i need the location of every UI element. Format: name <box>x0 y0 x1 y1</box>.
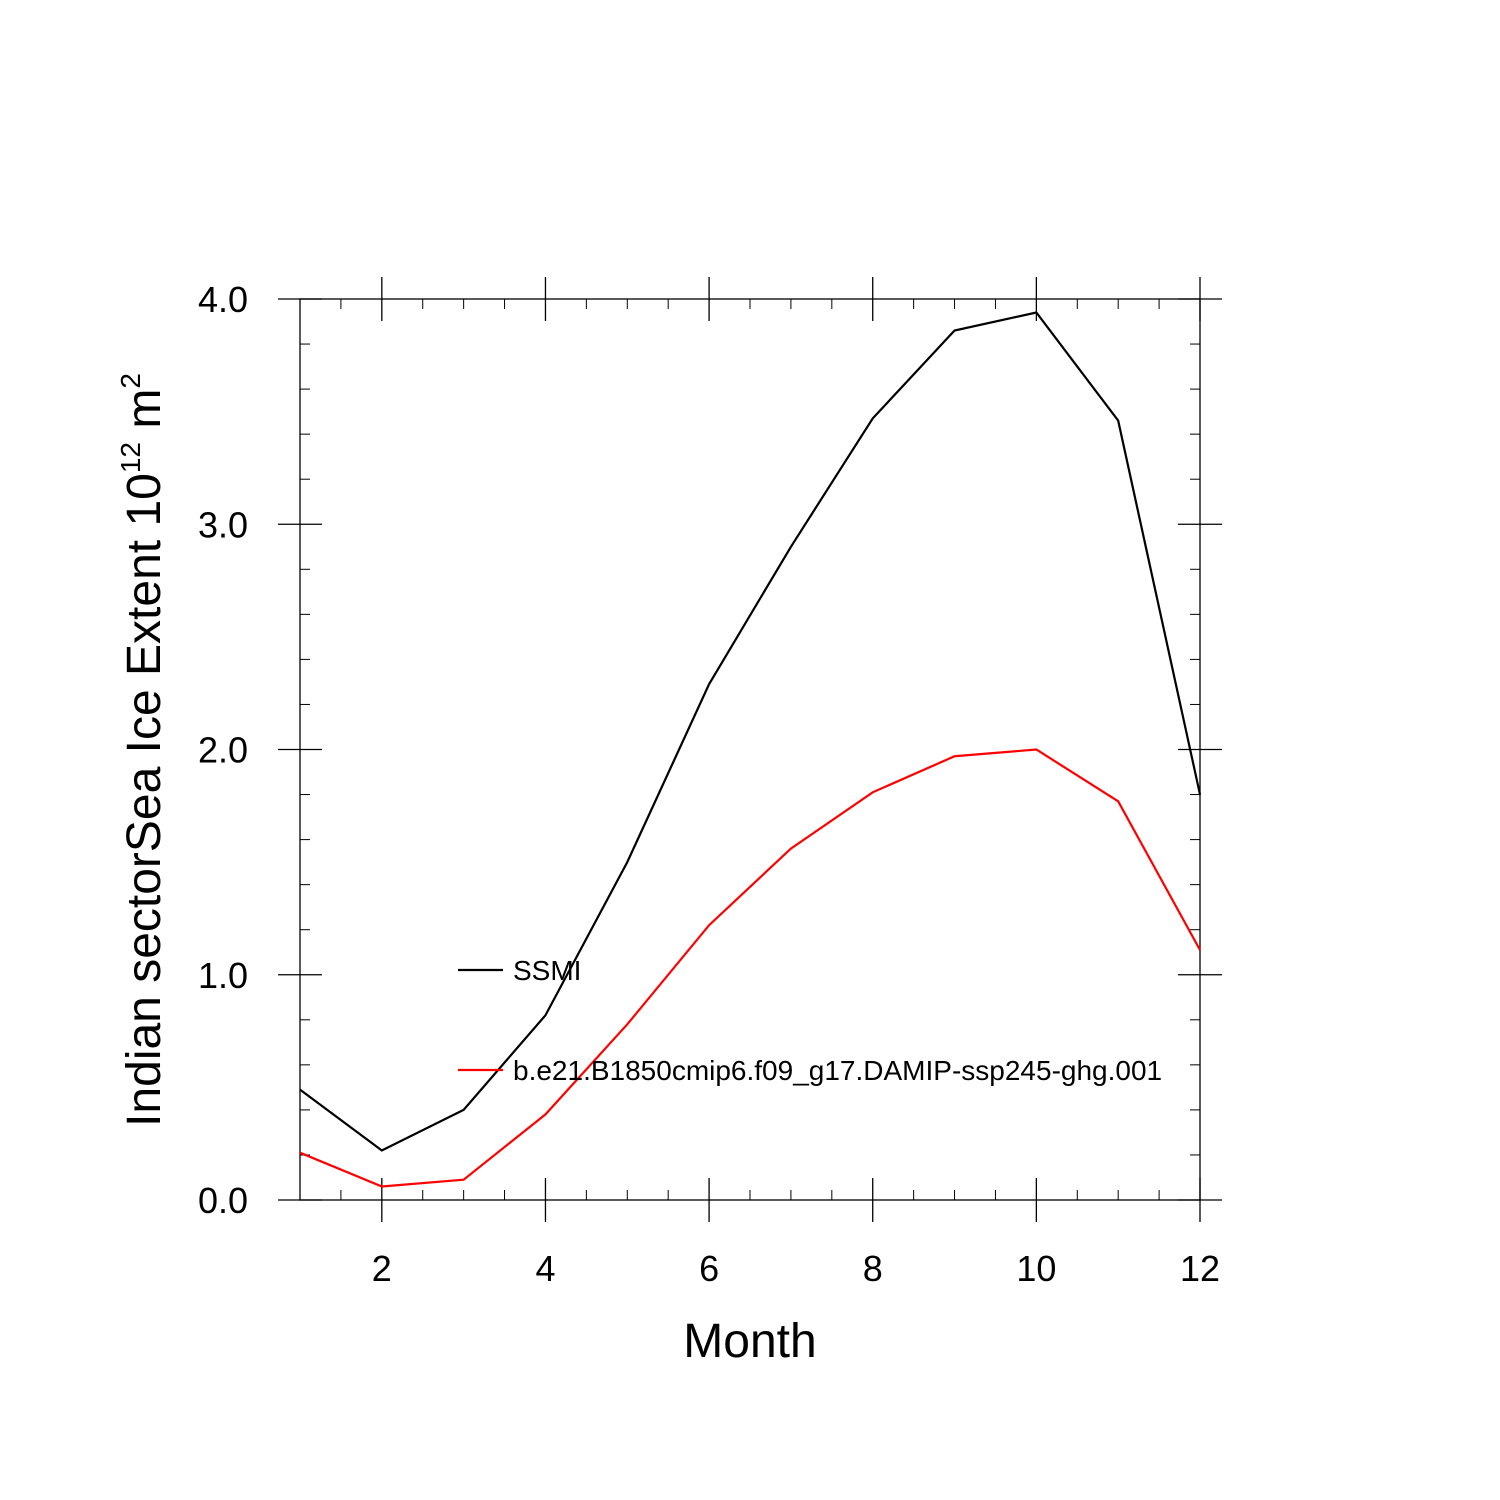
y-tick-label: 4.0 <box>198 279 248 320</box>
y-tick-label: 1.0 <box>198 955 248 996</box>
y-axis-label: Indian sectorSea Ice Extent 1012 m2 <box>115 373 171 1127</box>
x-tick-label: 6 <box>699 1248 719 1289</box>
y-tick-label: 0.0 <box>198 1180 248 1221</box>
y-tick-labels: 0.0 1.0 2.0 3.0 4.0 <box>198 279 248 1221</box>
y-tick-label: 3.0 <box>198 504 248 545</box>
series-line-ssmi <box>299 311 1202 1152</box>
series-lines <box>299 311 1202 1188</box>
x-tick-label: 10 <box>1016 1248 1056 1289</box>
x-tick-label: 4 <box>535 1248 555 1289</box>
major-ticks <box>278 277 1222 1222</box>
legend: SSMI b.e21.B1850cmip6.f09_g17.DAMIP-ssp24… <box>458 955 1162 1086</box>
legend-label: SSMI <box>513 955 581 986</box>
minor-ticks <box>299 299 1200 1200</box>
y-axis-label-exponent: 12 <box>115 442 146 473</box>
y-axis-label-unit-exponent: 2 <box>115 373 146 389</box>
y-tick-label: 2.0 <box>198 730 248 771</box>
y-axis-label-unit: m <box>118 389 171 442</box>
x-tick-label: 2 <box>372 1248 392 1289</box>
x-axis-label: Month <box>683 1315 816 1368</box>
x-tick-label: 8 <box>863 1248 883 1289</box>
legend-label: b.e21.B1850cmip6.f09_g17.DAMIP-ssp245-gh… <box>513 1055 1162 1086</box>
series-line-model <box>299 748 1201 1188</box>
x-tick-label: 12 <box>1180 1248 1220 1289</box>
y-axis-label-main: Indian sectorSea Ice Extent 10 <box>118 473 171 1127</box>
x-tick-labels: 2 4 6 8 10 12 <box>372 1248 1220 1289</box>
